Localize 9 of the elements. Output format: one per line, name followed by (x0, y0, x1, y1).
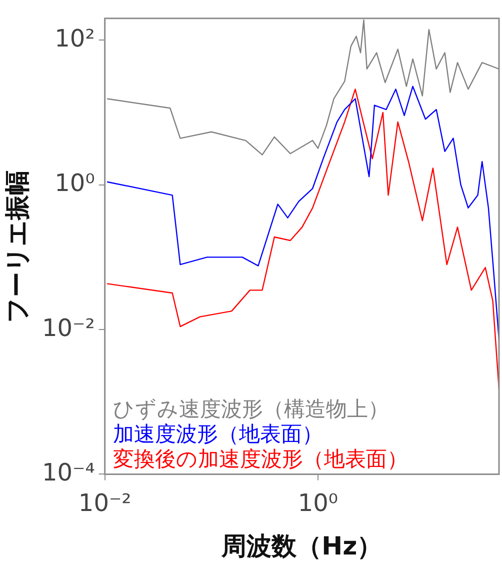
text: ひずみ速度波形（構造物上） (112, 397, 389, 422)
y-tick-label: 10² (54, 24, 95, 52)
x-axis-title: 周波数（Hz） (220, 532, 382, 560)
text: 加速度波形（地表面） (112, 422, 323, 446)
y-tick-label: 10⁻⁴ (42, 458, 95, 486)
y-tick-label: 10⁰ (54, 169, 95, 198)
text: 変換後の加速度波形（地表面） (112, 447, 408, 472)
y-tick-label: 10⁻² (42, 314, 95, 342)
y-axis-title: フーリエ振幅 (2, 170, 32, 323)
